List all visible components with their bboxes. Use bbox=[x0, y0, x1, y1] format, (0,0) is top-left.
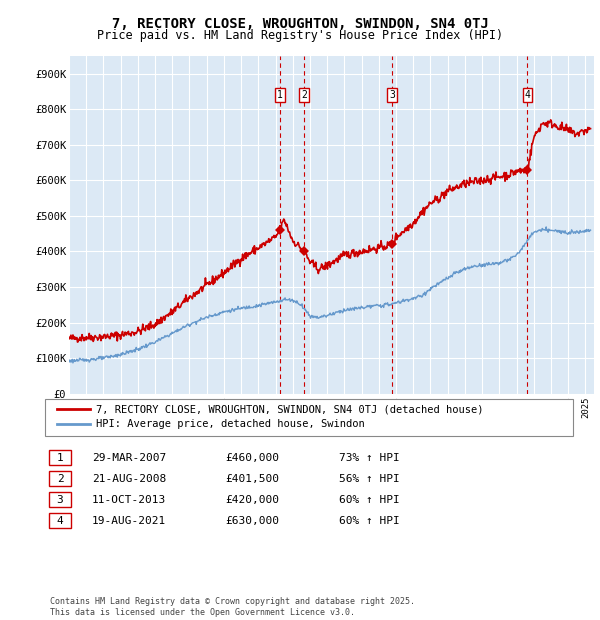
Text: 21-AUG-2008: 21-AUG-2008 bbox=[92, 474, 166, 484]
Text: £420,000: £420,000 bbox=[225, 495, 279, 505]
Text: 3: 3 bbox=[56, 495, 64, 505]
Text: Price paid vs. HM Land Registry's House Price Index (HPI): Price paid vs. HM Land Registry's House … bbox=[97, 29, 503, 42]
Text: 7, RECTORY CLOSE, WROUGHTON, SWINDON, SN4 0TJ (detached house): 7, RECTORY CLOSE, WROUGHTON, SWINDON, SN… bbox=[96, 404, 484, 414]
Text: 2: 2 bbox=[56, 474, 64, 484]
Text: 60% ↑ HPI: 60% ↑ HPI bbox=[339, 516, 400, 526]
Text: £630,000: £630,000 bbox=[225, 516, 279, 526]
Text: 19-AUG-2021: 19-AUG-2021 bbox=[92, 516, 166, 526]
Text: 73% ↑ HPI: 73% ↑ HPI bbox=[339, 453, 400, 463]
Text: 7, RECTORY CLOSE, WROUGHTON, SWINDON, SN4 0TJ: 7, RECTORY CLOSE, WROUGHTON, SWINDON, SN… bbox=[112, 17, 488, 30]
Text: Contains HM Land Registry data © Crown copyright and database right 2025.
This d: Contains HM Land Registry data © Crown c… bbox=[50, 598, 415, 617]
Text: 3: 3 bbox=[389, 90, 395, 100]
Text: 56% ↑ HPI: 56% ↑ HPI bbox=[339, 474, 400, 484]
Text: £401,500: £401,500 bbox=[225, 474, 279, 484]
Text: 4: 4 bbox=[524, 90, 530, 100]
Text: 11-OCT-2013: 11-OCT-2013 bbox=[92, 495, 166, 505]
Text: 60% ↑ HPI: 60% ↑ HPI bbox=[339, 495, 400, 505]
Text: 1: 1 bbox=[56, 453, 64, 463]
Text: £460,000: £460,000 bbox=[225, 453, 279, 463]
Text: 4: 4 bbox=[56, 516, 64, 526]
Text: 1: 1 bbox=[277, 90, 283, 100]
Text: HPI: Average price, detached house, Swindon: HPI: Average price, detached house, Swin… bbox=[96, 419, 365, 429]
Text: 29-MAR-2007: 29-MAR-2007 bbox=[92, 453, 166, 463]
Text: 2: 2 bbox=[301, 90, 307, 100]
